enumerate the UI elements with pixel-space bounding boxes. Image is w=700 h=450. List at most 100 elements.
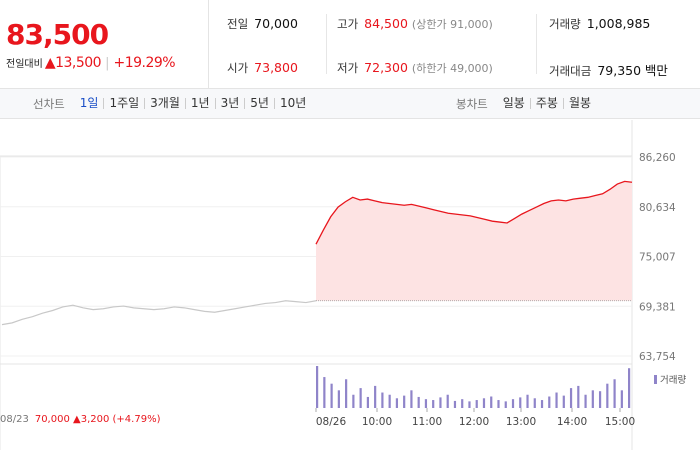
volume-bar: [410, 390, 413, 408]
y-tick-label: 86,260: [639, 152, 676, 164]
prev-day-series: [1, 300, 317, 326]
line-chart-tabs: 선차트 1일 1주일 3개월 1년 3년 5년 10년: [33, 89, 311, 118]
x-tick-label: 14:00: [557, 416, 587, 428]
stat-value: 79,350: [597, 63, 642, 78]
volume-bar: [323, 377, 326, 408]
volume-bar: [381, 392, 384, 408]
y-axis: 86,260 80,634 75,007 69,381 63,754: [639, 152, 676, 363]
volume-bar: [490, 396, 493, 408]
volume-bar: [330, 383, 333, 408]
volume-bar: [504, 401, 507, 408]
volume-bar: [591, 390, 594, 408]
volume-bar: [475, 400, 478, 408]
volume-bar: [453, 400, 457, 408]
volume-bar: [526, 394, 529, 408]
y-tick-label: 75,007: [639, 252, 676, 264]
volume-bar: [461, 399, 464, 408]
volume-bar: [424, 399, 428, 408]
volume-bar: [337, 390, 340, 408]
stat-value: 70,000: [254, 16, 298, 31]
stat-open: 시가 73,800: [227, 60, 298, 76]
stat-label: 전일: [227, 17, 249, 31]
volume-bar: [577, 385, 580, 408]
change-label: 전일대비: [6, 59, 43, 70]
volume-bar: [345, 379, 348, 408]
stat-value: 73,800: [254, 60, 298, 75]
stat-sub: (상한가 91,000): [411, 18, 493, 31]
x-tick-label: 08/26: [316, 416, 347, 428]
volume-bar: [352, 394, 355, 408]
tab-3y[interactable]: 3년: [214, 97, 245, 109]
stat-sub: (하한가 49,000): [411, 62, 493, 75]
volume-bar: [606, 383, 609, 408]
change-row: 전일대비 ▲13,500 | +19.29%: [6, 55, 176, 71]
volume-bar: [519, 397, 522, 408]
tab-monthly[interactable]: 월봉: [562, 97, 596, 109]
stat-prev-close: 전일 70,000: [227, 16, 298, 32]
x-tick-label: 11:00: [412, 416, 442, 428]
candle-chart-tabs: 봉차트 일봉 주봉 월봉: [456, 89, 596, 118]
volume-bar: [628, 368, 631, 408]
volume-bar: [569, 388, 573, 408]
tab-3m[interactable]: 3개월: [144, 97, 185, 109]
stat-low: 저가 72,300 (하한가 49,000): [337, 60, 493, 76]
prev-day-summary: 08/23 70,000 ▲3,200 (+4.79%): [0, 414, 160, 425]
prev-date: 08/23: [0, 414, 29, 425]
volume-bar: [439, 397, 442, 408]
line-chart-label: 선차트: [33, 96, 65, 111]
volume-bar: [613, 379, 616, 408]
volume-bar: [316, 366, 319, 408]
stat-value: 1,008,985: [586, 16, 651, 31]
today-area: [316, 181, 632, 301]
stat-label: 시가: [227, 61, 249, 75]
tab-10y[interactable]: 10년: [273, 97, 311, 109]
prev-change-pct: (+4.79%): [112, 414, 161, 425]
divider: |: [105, 56, 110, 71]
volume-bar: [548, 396, 551, 408]
chart-period-bar: 선차트 1일 1주일 3개월 1년 3년 5년 10년 봉차트 일봉 주봉 월봉: [0, 88, 700, 119]
volume-bar: [388, 394, 391, 408]
tab-daily[interactable]: 일봉: [502, 96, 525, 110]
stat-value: 72,300: [364, 60, 408, 75]
candle-chart-label: 봉차트: [456, 96, 488, 111]
change-percent: +19.29%: [113, 55, 176, 71]
prev-close: 70,000: [34, 414, 70, 425]
volume-bar: [620, 390, 623, 408]
current-price: 83,500: [6, 18, 109, 51]
volume-bar: [562, 395, 565, 408]
volume-swatch: [654, 375, 657, 384]
volume-bar: [511, 399, 515, 408]
volume-bar: [374, 385, 377, 408]
tab-5y[interactable]: 5년: [244, 97, 274, 109]
x-tick-label: 15:00: [605, 416, 635, 428]
tab-weekly[interactable]: 주봉: [529, 97, 563, 109]
volume-legend-label: 거래량: [660, 375, 687, 386]
volume-bar: [417, 396, 420, 408]
x-tick-label: 10:00: [362, 416, 392, 428]
volume-legend: 거래량: [654, 372, 686, 386]
tab-1w[interactable]: 1주일: [103, 97, 144, 109]
y-tick-label: 63,754: [639, 351, 676, 363]
stat-amount: 거래대금 79,350 백만: [549, 60, 668, 79]
x-tick-label: 12:00: [459, 416, 489, 428]
volume-bar: [395, 398, 399, 408]
y-tick-label: 80,634: [639, 202, 676, 214]
prev-change: ▲3,200: [73, 414, 110, 425]
stat-label: 거래량: [549, 17, 581, 31]
volume-bar: [555, 392, 558, 408]
volume-bar: [482, 398, 486, 408]
tab-1y[interactable]: 1년: [184, 97, 215, 109]
today-line: [315, 180, 633, 245]
volume-bar: [540, 400, 544, 408]
tab-1d[interactable]: 1일: [79, 96, 99, 110]
divider: [536, 14, 537, 74]
stat-label: 거래대금: [549, 64, 592, 78]
volume-bar: [403, 395, 406, 408]
today-series: [315, 180, 633, 302]
stat-high: 고가 84,500 (상한가 91,000): [337, 16, 493, 32]
volume-bars: [316, 366, 631, 408]
price-summary: 83,500 전일대비 ▲13,500 | +19.29%: [0, 0, 208, 88]
divider: [326, 14, 327, 74]
change-amount: ▲13,500: [44, 55, 102, 71]
prev-day-line: [1, 300, 317, 326]
